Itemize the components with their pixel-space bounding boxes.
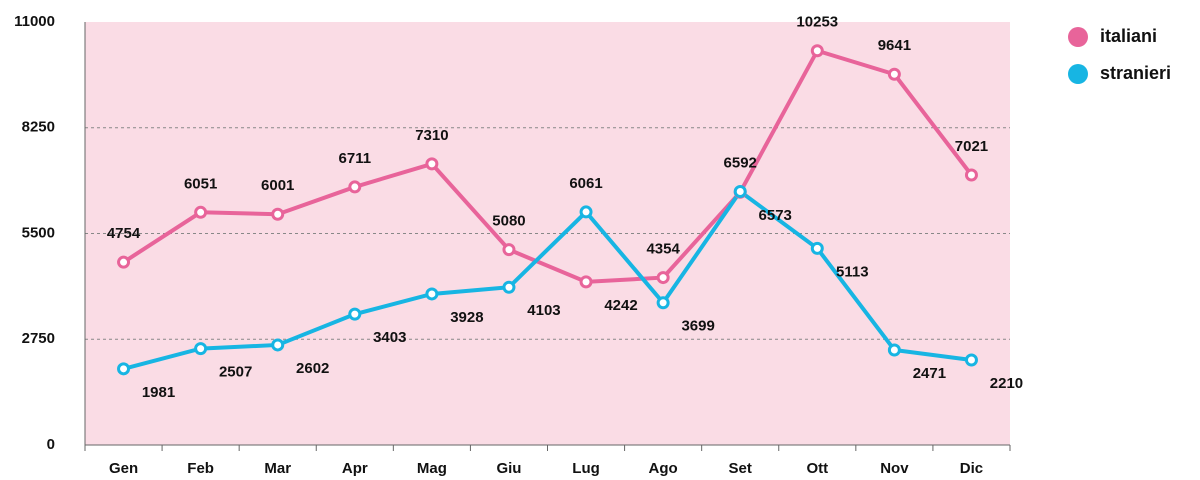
point <box>887 343 901 357</box>
data-label: 4354 <box>646 241 680 258</box>
point <box>887 67 901 81</box>
x-tick-label: Mag <box>417 460 447 477</box>
data-label: 2210 <box>990 375 1023 392</box>
data-label: 2507 <box>219 364 252 381</box>
point <box>194 205 208 219</box>
data-label: 6061 <box>569 175 602 192</box>
point <box>579 275 593 289</box>
data-label: 3928 <box>450 309 483 326</box>
data-label: 6592 <box>724 154 757 171</box>
data-label: 4242 <box>604 297 637 314</box>
x-tick-label: Ago <box>649 460 678 477</box>
x-tick-label: Dic <box>960 460 983 477</box>
point <box>810 44 824 58</box>
y-tick-label: 0 <box>47 436 55 453</box>
y-tick-label: 2750 <box>22 330 55 347</box>
y-tick-label: 11000 <box>14 13 55 30</box>
y-tick-label: 5500 <box>22 224 55 241</box>
data-label: 6001 <box>261 177 294 194</box>
data-label: 5113 <box>836 263 869 280</box>
series-line <box>123 188 972 371</box>
point <box>425 157 439 171</box>
legend-swatch <box>1068 64 1088 84</box>
point <box>117 255 131 269</box>
data-label: 2602 <box>296 360 329 377</box>
point <box>579 205 593 219</box>
data-label: 7021 <box>955 138 988 155</box>
point <box>271 207 285 221</box>
x-tick-label: Lug <box>572 460 600 477</box>
data-label: 10253 <box>796 14 838 31</box>
x-tick-label: Nov <box>880 460 909 477</box>
data-label: 9641 <box>878 37 911 54</box>
x-tick-label: Gen <box>109 460 138 477</box>
point <box>810 241 824 255</box>
data-label: 7310 <box>415 127 448 144</box>
x-tick-label: Giu <box>496 460 521 477</box>
point <box>348 307 362 321</box>
data-label: 6051 <box>184 175 217 192</box>
data-label: 2471 <box>913 365 946 382</box>
x-tick-label: Set <box>729 460 752 477</box>
point <box>656 296 670 310</box>
point <box>502 280 516 294</box>
point <box>733 185 747 199</box>
x-tick-label: Ott <box>806 460 828 477</box>
data-label: 1981 <box>142 384 175 401</box>
legend-label: stranieri <box>1100 63 1171 83</box>
data-label: 4754 <box>107 225 141 242</box>
series-line <box>122 48 974 284</box>
y-tick-label: 8250 <box>22 119 55 136</box>
data-label: 3699 <box>681 318 714 335</box>
point <box>194 342 208 356</box>
point <box>964 353 978 367</box>
legend-swatch <box>1068 27 1088 47</box>
data-label: 6711 <box>339 150 372 167</box>
data-label: 4103 <box>527 302 560 319</box>
data-label: 3403 <box>373 329 406 346</box>
point <box>425 287 439 301</box>
point <box>502 243 516 257</box>
point <box>348 180 362 194</box>
point <box>964 168 978 182</box>
point <box>117 362 131 376</box>
x-tick-label: Apr <box>342 460 368 477</box>
point <box>271 338 285 352</box>
x-tick-label: Mar <box>264 460 291 477</box>
x-tick-label: Feb <box>187 460 214 477</box>
legend-label: italiani <box>1100 26 1157 46</box>
point <box>656 271 670 285</box>
data-label: 6573 <box>759 207 792 224</box>
data-label: 5080 <box>492 213 525 230</box>
